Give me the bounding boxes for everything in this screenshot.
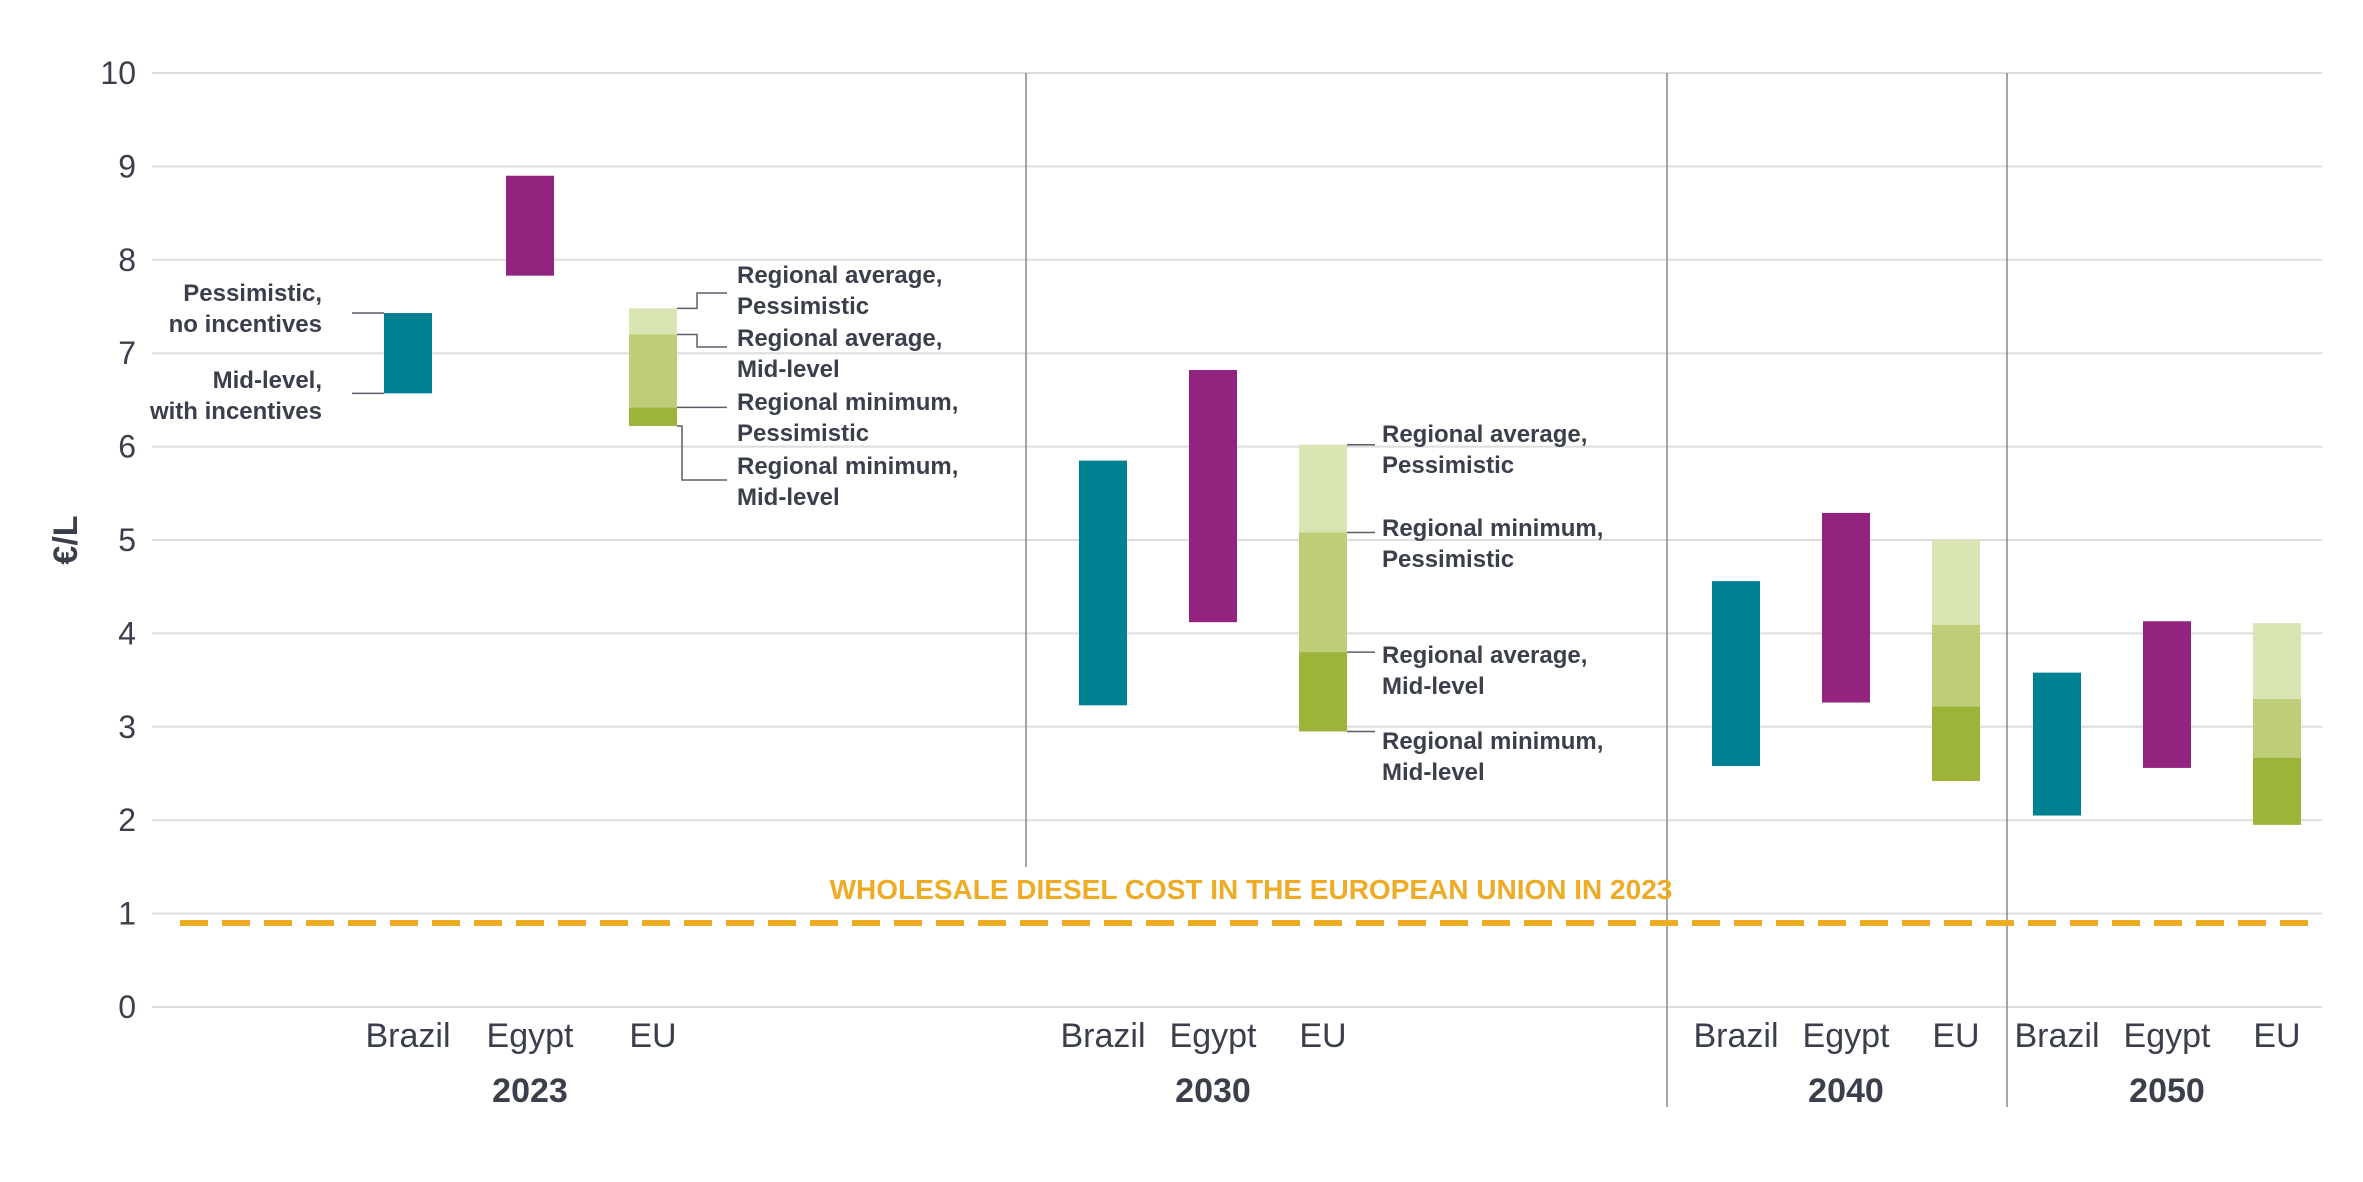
y-tick-label: 7 [118,335,136,371]
annotation-label: Regional minimum, Mid-level [1382,728,1603,786]
category-label: Egypt [1170,1017,1257,1055]
bar-egypt-2023 [506,175,554,276]
annotation-leader [677,333,727,348]
y-tick-label: 5 [118,522,136,558]
bar-brazil-2030 [1079,460,1127,706]
category-axis: Brazil Egypt EU 2023 Brazil Egypt EU 2030 Brazil… [365,1017,2300,1110]
bar-eu-2040-segment-0 [1932,706,1980,781]
category-label: EU [1932,1017,1979,1055]
bar-brazil-2050 [2033,672,2081,816]
annotation-label: Regional minimum, Pessimistic [737,389,958,447]
category-label: Brazil [365,1017,450,1055]
y-tick-label: 9 [118,148,136,184]
category-label: Brazil [1060,1017,1145,1055]
bar-brazil-2040 [1712,581,1760,767]
y-tick-label: 8 [118,242,136,278]
annotation-label: Regional minimum, Pessimistic [1382,515,1603,573]
y-tick-label: 10 [100,55,136,91]
y-axis: 0 1 2 3 4 5 6 7 8 9 10 €/L [47,55,136,1025]
annotation-label: Regional average, Mid-level [737,325,942,383]
category-label: EU [629,1017,676,1055]
category-label: Brazil [1693,1017,1778,1055]
bar-eu-2050-segment-2 [2253,623,2301,699]
bar-eu-2040-segment-1 [1932,624,1980,707]
divider-layer [1025,73,2008,1107]
category-label: Egypt [2124,1017,2211,1055]
y-tick-label: 3 [118,709,136,745]
reference-line-layer: WHOLESALE DIESEL COST IN THE EUROPEAN UN… [180,874,2322,926]
y-tick-label: 4 [118,615,136,651]
category-label: Egypt [487,1017,574,1055]
annotation-label: Regional average, Mid-level [1382,642,1587,700]
bar-eu-2030-segment-0 [1299,652,1347,732]
category-label: EU [1299,1017,1346,1055]
y-tick-label: 1 [118,896,136,932]
y-tick-label: 0 [118,989,136,1025]
annotation-label: Regional average, Pessimistic [737,262,942,320]
annotation-layer: Pessimistic, no incentives Mid-level, with … [149,262,1603,786]
y-tick-label: 6 [118,429,136,465]
annotation-label: Pessimistic, no incentives [169,280,322,338]
bar-egypt-2050 [2143,621,2191,768]
bar-eu-2040-segment-2 [1932,540,1980,625]
bar-eu-2023-segment-1 [629,334,677,408]
annotation-label: Regional average, Pessimistic [1382,421,1587,479]
bar-eu-2050-segment-1 [2253,698,2301,758]
y-axis-label: €/L [47,515,85,564]
category-label: EU [2253,1017,2300,1055]
annotation-label: Mid-level, with incentives [149,367,322,425]
year-label: 2030 [1175,1072,1251,1110]
year-label: 2050 [2129,1072,2205,1110]
category-label: Egypt [1803,1017,1890,1055]
bar-brazil-2023 [384,313,432,394]
bar-layer [384,175,2301,825]
annotation-leader [677,292,727,310]
bar-eu-2030-segment-1 [1299,532,1347,653]
reference-line-label: WHOLESALE DIESEL COST IN THE EUROPEAN UN… [830,874,1673,905]
annotation-label: Regional minimum, Mid-level [737,453,958,511]
y-tick-label: 2 [118,802,136,838]
bar-eu-2030-segment-2 [1299,444,1347,533]
year-label: 2023 [492,1072,568,1110]
bar-eu-2023-segment-0 [629,407,677,427]
bar-eu-2023-segment-2 [629,308,677,335]
category-label: Brazil [2014,1017,2099,1055]
annotation-leader [677,425,727,481]
bar-eu-2050-segment-0 [2253,757,2301,825]
bar-egypt-2030 [1189,370,1237,623]
year-label: 2040 [1808,1072,1884,1110]
bar-egypt-2040 [1822,512,1870,703]
